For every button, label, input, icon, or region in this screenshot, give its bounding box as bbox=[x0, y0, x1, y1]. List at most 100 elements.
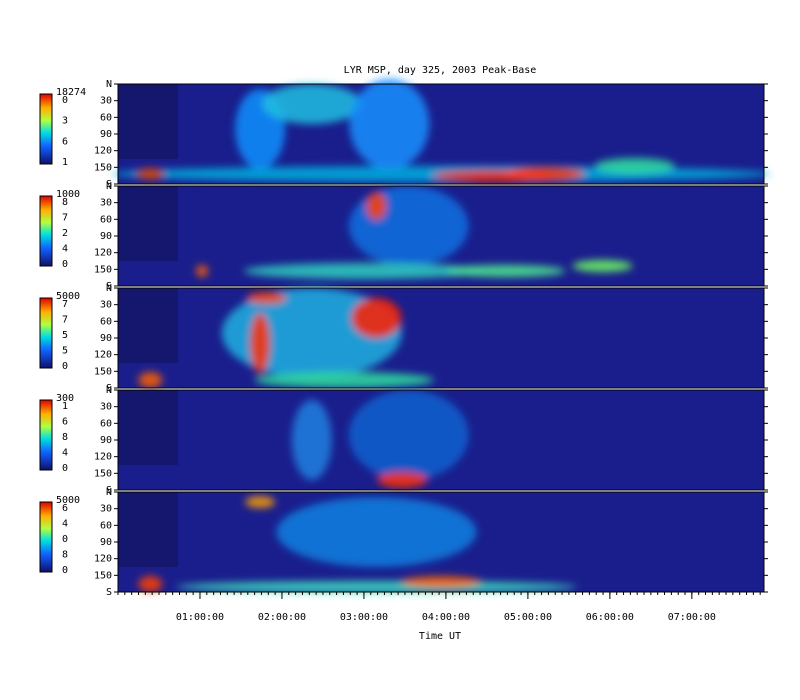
y-tick-label: S bbox=[106, 587, 112, 598]
colorbar bbox=[39, 399, 53, 471]
y-tick-label: 90 bbox=[100, 435, 112, 446]
colorbar-label: 5 bbox=[62, 346, 68, 357]
y-tick-label: 120 bbox=[94, 554, 112, 565]
y-tick-label: 30 bbox=[100, 300, 112, 311]
y-tick-label: 150 bbox=[94, 468, 112, 479]
y-tick-label: N bbox=[106, 487, 112, 498]
pre-onset-dark bbox=[118, 492, 178, 567]
y-tick-label: 90 bbox=[100, 537, 112, 548]
colorbar-label: 6 bbox=[62, 417, 68, 428]
y-tick-label: 150 bbox=[94, 264, 112, 275]
y-tick-label: N bbox=[106, 385, 112, 396]
pre-onset-dark bbox=[118, 84, 178, 159]
intensity-blob bbox=[366, 192, 387, 220]
y-tick-label: 60 bbox=[100, 418, 112, 429]
intensity-blob bbox=[138, 576, 163, 592]
colorbar-label: 1 bbox=[62, 157, 68, 168]
intensity-blob bbox=[245, 496, 276, 508]
y-tick-label: N bbox=[106, 283, 112, 294]
colorbar-label: 0 bbox=[62, 95, 68, 106]
colorbar-label: 0 bbox=[62, 259, 68, 270]
y-tick-label: 30 bbox=[100, 402, 112, 413]
y-tick-label: 30 bbox=[100, 504, 112, 515]
y-tick-label: 60 bbox=[100, 214, 112, 225]
x-tick-label: 01:00:00 bbox=[176, 612, 224, 623]
intensity-blob bbox=[261, 84, 362, 124]
y-tick-label: S bbox=[106, 383, 112, 394]
y-tick-label: S bbox=[106, 485, 112, 496]
colorbar-label: 8 bbox=[62, 550, 68, 561]
intensity-blob bbox=[377, 472, 428, 488]
y-tick-label: S bbox=[106, 179, 112, 190]
intensity-pattern bbox=[138, 496, 577, 593]
intensity-blob bbox=[572, 260, 633, 272]
y-tick-label: 30 bbox=[100, 96, 112, 107]
intensity-blob bbox=[276, 497, 477, 567]
colorbar-label: 8 bbox=[62, 197, 68, 208]
colorbar-label: 4 bbox=[62, 519, 68, 530]
y-tick-label: 60 bbox=[100, 112, 112, 123]
intensity-blob bbox=[195, 265, 208, 277]
colorbar-label: 1000 bbox=[56, 189, 80, 200]
intensity-blob bbox=[246, 292, 287, 304]
colorbar-label: 5 bbox=[62, 330, 68, 341]
y-tick-label: N bbox=[106, 79, 112, 90]
intensity-blob bbox=[348, 186, 469, 266]
colorbar-label: 3 bbox=[62, 116, 68, 127]
intensity-blob bbox=[445, 265, 566, 277]
y-tick-label: 150 bbox=[94, 162, 112, 173]
y-tick-label: 30 bbox=[100, 198, 112, 209]
colorbar-label: 300 bbox=[56, 393, 74, 404]
colorbar-label: 6 bbox=[62, 136, 68, 147]
intensity-blob bbox=[136, 168, 165, 180]
colorbar-label: 7 bbox=[62, 213, 68, 224]
colorbar-label: 7 bbox=[62, 315, 68, 326]
pre-onset-dark bbox=[118, 288, 178, 363]
x-tick-label: 02:00:00 bbox=[258, 612, 306, 623]
y-tick-label: 90 bbox=[100, 333, 112, 344]
chart-title: LYR MSP, day 325, 2003 Peak-Base bbox=[344, 65, 537, 76]
intensity-blob bbox=[594, 158, 675, 174]
colorbar-label: 2 bbox=[62, 228, 68, 239]
intensity-blob bbox=[138, 372, 163, 388]
intensity-pattern bbox=[111, 79, 771, 182]
intensity-blob bbox=[176, 581, 577, 593]
intensity-blob bbox=[351, 298, 402, 338]
y-tick-label: 120 bbox=[94, 452, 112, 463]
y-tick-label: 90 bbox=[100, 231, 112, 242]
pre-onset-dark bbox=[118, 390, 178, 465]
x-tick-label: 06:00:00 bbox=[586, 612, 634, 623]
colorbar-label: 18274 bbox=[56, 87, 86, 98]
y-tick-label: 90 bbox=[100, 129, 112, 140]
colorbar-label: 0 bbox=[62, 534, 68, 545]
x-tick-label: 05:00:00 bbox=[504, 612, 552, 623]
colorbar-label: 0 bbox=[62, 463, 68, 474]
colorbar bbox=[39, 93, 53, 165]
colorbar bbox=[39, 195, 53, 267]
intensity-blob bbox=[243, 263, 484, 279]
intensity-pattern bbox=[195, 186, 633, 279]
intensity-blob bbox=[250, 313, 271, 373]
y-tick-label: 120 bbox=[94, 248, 112, 259]
intensity-blob bbox=[291, 400, 332, 480]
colorbar-label: 6 bbox=[62, 503, 68, 514]
y-tick-label: 60 bbox=[100, 316, 112, 327]
intensity-pattern bbox=[291, 390, 469, 488]
pre-onset-dark bbox=[118, 186, 178, 261]
colorbar-label: 1 bbox=[62, 401, 68, 412]
colorbar-label: 0 bbox=[62, 361, 68, 372]
y-tick-label: 150 bbox=[94, 366, 112, 377]
colorbar bbox=[39, 297, 53, 369]
x-tick-label: 04:00:00 bbox=[422, 612, 470, 623]
y-tick-label: 60 bbox=[100, 520, 112, 531]
colorbar-label: 5000 bbox=[56, 495, 80, 506]
colorbar-label: 5000 bbox=[56, 291, 80, 302]
y-tick-label: 120 bbox=[94, 350, 112, 361]
panel-background bbox=[118, 288, 764, 388]
intensity-blob bbox=[348, 390, 469, 480]
y-tick-label: 120 bbox=[94, 146, 112, 157]
intensity-blob bbox=[254, 372, 435, 388]
x-tick-label: 07:00:00 bbox=[668, 612, 716, 623]
